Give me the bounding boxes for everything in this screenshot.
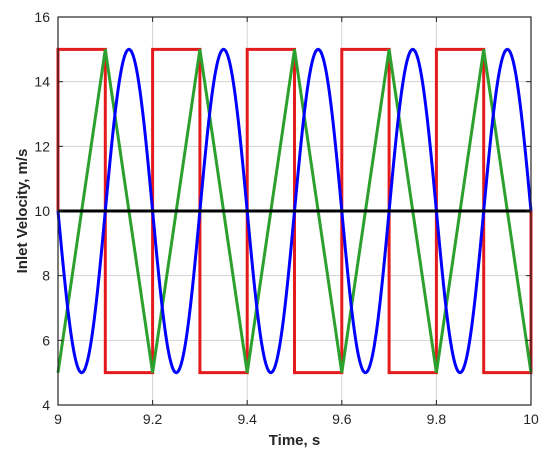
y-tick-label: 12 <box>34 138 50 154</box>
y-tick-label: 8 <box>42 268 50 284</box>
x-tick-label: 10 <box>523 411 539 427</box>
x-axis-title: Time, s <box>269 432 320 449</box>
triangle-wave-line <box>56 49 533 373</box>
y-tick-label: 14 <box>34 74 50 90</box>
x-tick-label: 9.8 <box>427 411 447 427</box>
ticks: 9 9.2 9.4 9.6 9.8 10 4 6 8 10 12 14 16 <box>34 9 539 427</box>
y-tick-label: 16 <box>34 9 50 25</box>
y-tick-label: 6 <box>42 332 50 348</box>
x-tick-label: 9.4 <box>237 411 257 427</box>
series-group <box>56 47 533 375</box>
x-tick-label: 9.2 <box>143 411 163 427</box>
x-tick-label: 9.6 <box>332 411 352 427</box>
y-tick-label: 10 <box>34 203 50 219</box>
x-tick-label: 9 <box>54 411 62 427</box>
y-axis-title: Inlet Velocity, m/s <box>14 149 31 274</box>
y-tick-label: 4 <box>42 397 50 413</box>
